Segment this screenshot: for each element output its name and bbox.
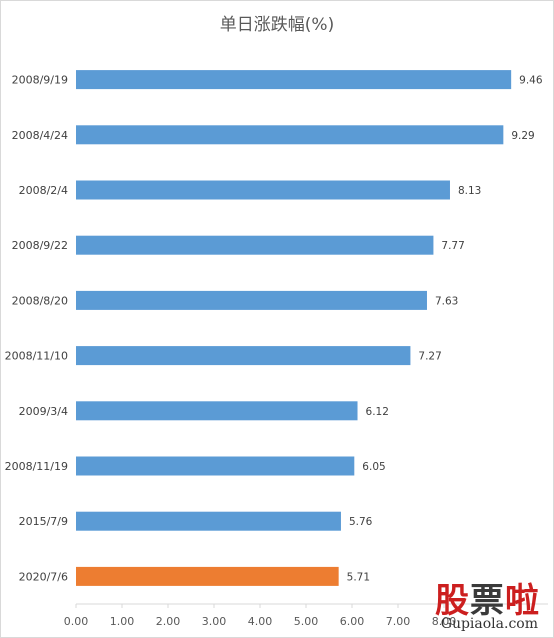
category-label: 2008/11/10 — [5, 350, 68, 363]
data-label: 9.46 — [519, 75, 543, 87]
bar — [76, 70, 512, 90]
data-label: 6.05 — [362, 461, 385, 473]
category-label: 2008/8/20 — [12, 294, 68, 307]
data-label: 8.13 — [458, 185, 481, 197]
category-label: 2015/7/9 — [19, 515, 68, 528]
category-label: 2020/7/6 — [19, 570, 68, 583]
category-label: 2009/3/4 — [19, 405, 68, 418]
x-tick-label: 1.00 — [110, 615, 135, 628]
category-label: 2008/9/22 — [12, 239, 68, 252]
category-label: 2008/2/4 — [19, 184, 68, 197]
data-label: 7.63 — [435, 295, 458, 307]
bar — [76, 456, 355, 476]
data-label: 6.12 — [366, 406, 389, 418]
x-tick-label: 8.00 — [432, 615, 457, 628]
category-label: 2008/11/19 — [5, 460, 68, 473]
bar — [76, 290, 427, 310]
data-label: 5.76 — [349, 516, 373, 528]
x-tick-label: 3.00 — [202, 615, 227, 628]
watermark-logo: 股票啦 Gupiaola.com — [428, 582, 548, 634]
bar — [76, 566, 339, 586]
bar — [76, 511, 341, 531]
data-label: 7.27 — [418, 351, 441, 363]
x-tick-label: 4.00 — [248, 615, 273, 628]
category-label: 2008/9/19 — [12, 74, 68, 87]
watermark-url: Gupiaola.com — [440, 616, 538, 632]
bar — [76, 346, 411, 366]
bar — [76, 180, 450, 200]
bar — [76, 125, 504, 145]
data-label: 9.29 — [511, 130, 534, 142]
data-label: 7.77 — [441, 240, 464, 252]
bar — [76, 401, 358, 421]
category-label: 2008/4/24 — [12, 129, 68, 142]
watermark-characters: 股票啦 — [435, 581, 540, 621]
x-tick-label: 2.00 — [156, 615, 181, 628]
chart-title: 单日涨跌幅(%) — [219, 15, 335, 35]
x-tick-label: 0.00 — [64, 615, 89, 628]
x-tick-label: 7.00 — [386, 615, 411, 628]
bar — [76, 235, 434, 255]
x-tick-label: 5.00 — [294, 615, 319, 628]
data-label: 5.71 — [347, 571, 370, 583]
x-tick-label: 6.00 — [340, 615, 365, 628]
